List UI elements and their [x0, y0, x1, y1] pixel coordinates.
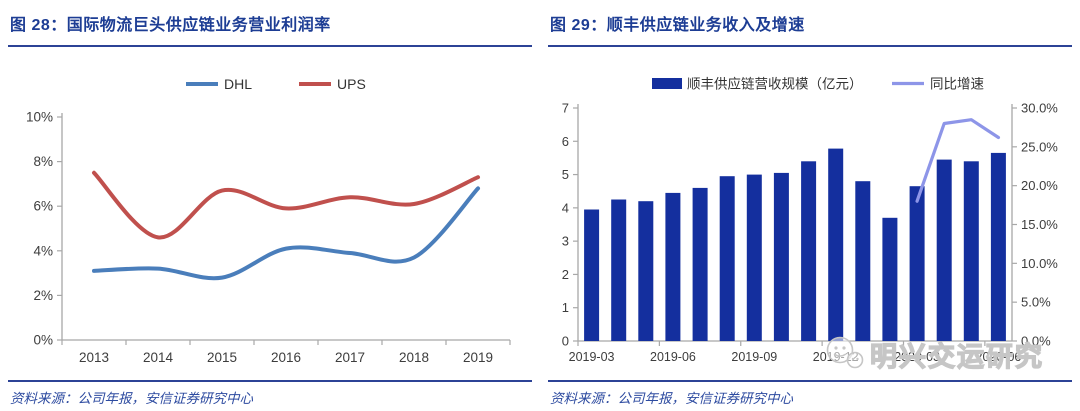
- revenue-growth-bar-chart: 0 1 2 3 4 5 6 7 0.0% 5.0% 10.0% 15.0% 20.0% 25.0% 30.0…: [562, 76, 1059, 365]
- figure-29-source: 资料来源：公司年报，安信证券研究中心: [550, 391, 793, 406]
- tick-label: 0: [562, 334, 569, 349]
- tick-label: 2019-09: [731, 350, 777, 364]
- legend-label-ups: UPS: [337, 76, 366, 92]
- bar-2019-12: [828, 148, 844, 341]
- bar-2019-06: [665, 192, 681, 341]
- figure-28-source: 资料来源：公司年报，安信证券研究中心: [10, 391, 253, 406]
- figure-28-footer-rule: [8, 380, 532, 382]
- axes: 0% 2% 4% 6% 8% 10% 2013 2014 2015 2016 2017 2018 201…: [26, 110, 511, 365]
- figure-29-title: 图 29：顺丰供应链业务收入及增速: [550, 17, 805, 34]
- tick-label: 7: [562, 101, 569, 116]
- figure-28-title-rule: [8, 45, 532, 47]
- bar-2019-05: [638, 201, 654, 341]
- bar-2020-02: [882, 217, 898, 341]
- tick-label: 30.0%: [1021, 101, 1058, 116]
- tick-label: 2016: [271, 350, 301, 365]
- bar-2020-04: [936, 159, 952, 341]
- tick-label: 2: [562, 267, 569, 282]
- tick-label: 10%: [26, 110, 53, 125]
- tick-label: 2019: [463, 350, 493, 365]
- tick-label: 2020-03: [894, 350, 940, 364]
- figure-28-title: 图 28：国际物流巨头供应链业务营业利润率: [10, 17, 331, 34]
- tick-label: 2%: [33, 288, 53, 303]
- tick-label: 2019-06: [650, 350, 696, 364]
- bar-2019-08: [719, 176, 735, 341]
- tick-label: 6: [562, 134, 569, 149]
- tick-label: 4: [562, 200, 569, 215]
- dhl-series-line: [92, 186, 480, 281]
- tick-label: 6%: [33, 199, 53, 214]
- revenue-bars: [584, 148, 1006, 341]
- tick-label: 2013: [79, 350, 109, 365]
- tick-label: 2019-03: [569, 350, 615, 364]
- legend-swatch-revenue: [652, 78, 682, 89]
- bar-2019-04: [611, 199, 627, 341]
- figure-29-title-rule: [548, 45, 1072, 47]
- tick-label: 3: [562, 234, 569, 249]
- tick-label: 0.0%: [1021, 334, 1051, 349]
- legend: 顺丰供应链营收规模（亿元） 同比增速: [652, 76, 984, 92]
- tick-label: 2017: [335, 350, 365, 365]
- legend-label-growth: 同比增速: [930, 77, 984, 92]
- tick-label: 2015: [207, 350, 237, 365]
- bar-2019-10: [773, 172, 789, 341]
- tick-label: 5: [562, 167, 569, 182]
- tick-label: 1: [562, 300, 569, 315]
- yoy-growth-line: [915, 118, 1001, 203]
- tick-label: 2019-12: [813, 350, 859, 364]
- bar-2019-09: [746, 174, 762, 341]
- tick-label: 20.0%: [1021, 178, 1058, 193]
- tick-label: 0%: [33, 333, 53, 348]
- bar-2019-03: [584, 209, 600, 341]
- bar-2020-01: [855, 181, 871, 341]
- bar-2020-03: [909, 186, 925, 341]
- tick-label: 15.0%: [1021, 217, 1058, 232]
- ups-series-line: [92, 170, 480, 240]
- bar-2019-11: [801, 161, 817, 341]
- figure-29-footer-rule: [548, 380, 1072, 382]
- bar-2019-07: [692, 187, 708, 341]
- tick-label: 5.0%: [1021, 295, 1051, 310]
- bar-2020-05: [963, 161, 979, 341]
- figure-28-panel: 图 28：国际物流巨头供应链业务营业利润率 0% 2% 4% 6% 8% 10% 2013 2…: [8, 17, 532, 406]
- tick-label: 25.0%: [1021, 139, 1058, 154]
- tick-label: 2018: [399, 350, 429, 365]
- bar-2020-06: [990, 152, 1006, 341]
- figure-29-panel: 图 29：顺丰供应链业务收入及增速 0 1 2 3 4 5 6 7 0.0% 5.0% 10.0% 1…: [540, 0, 1080, 411]
- tick-label: 10.0%: [1021, 256, 1058, 271]
- legend-label-dhl: DHL: [224, 76, 252, 92]
- legend-label-revenue: 顺丰供应链营收规模（亿元）: [687, 76, 863, 92]
- tick-label: 2020-06: [976, 350, 1022, 364]
- tick-label: 8%: [33, 154, 53, 169]
- legend: DHL UPS: [186, 76, 366, 92]
- tick-label: 4%: [33, 243, 53, 258]
- tick-label: 2014: [143, 350, 174, 365]
- profit-margin-line-chart: 0% 2% 4% 6% 8% 10% 2013 2014 2015 2016 2017 2018 201…: [26, 76, 511, 365]
